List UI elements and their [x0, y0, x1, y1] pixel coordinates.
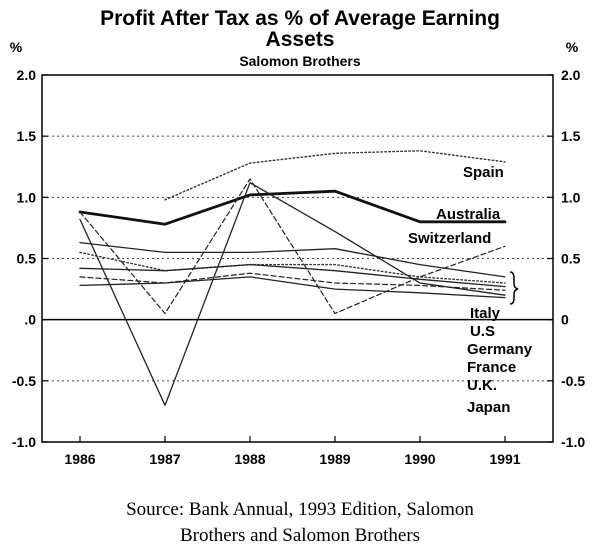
x-tick-label: 1990: [404, 451, 435, 467]
series-lines: [78, 150, 507, 406]
y-tick-label-left: -1.0: [12, 434, 36, 450]
series-line-u-k: [79, 272, 506, 291]
source-line-1: Source: Bank Annual, 1993 Edition, Salom…: [126, 499, 474, 520]
x-tick-label: 1986: [64, 451, 95, 467]
series-line-spain: [164, 150, 506, 201]
y-tick-label-right: -1.0: [561, 434, 585, 450]
series-line-australia: [78, 189, 507, 226]
y-axis-unit-left: %: [10, 39, 23, 55]
y-tick-label-left: 0.5: [17, 251, 37, 267]
chart-title-line-2: Assets: [266, 28, 335, 51]
y-tick-label-left: 2.0: [17, 67, 37, 83]
series-label-u-s: U.S: [470, 323, 495, 340]
series-label-japan: Japan: [467, 399, 510, 416]
series-label-u-k: U.K.: [467, 377, 497, 394]
gridlines: [42, 135, 553, 382]
y-tick-label-right: 1.5: [561, 128, 581, 144]
source-note: Source: Bank Annual, 1993 Edition, Salom…: [126, 499, 474, 546]
y-axis-ticks-left: 2.0 1.5 1.0 0.5 .0 -0.5 -1.0: [12, 67, 48, 450]
y-tick-label-left: -0.5: [12, 373, 36, 389]
series-line-switzerland: [79, 178, 506, 315]
chart-title-line-1: Profit After Tax as % of Average Earning: [100, 7, 500, 30]
series-line-u-s: [79, 241, 506, 278]
y-tick-label-right: 0.5: [561, 251, 581, 267]
y-tick-label-left: 1.5: [17, 128, 37, 144]
chart-subtitle: Salomon Brothers: [239, 53, 361, 69]
series-label-france: France: [467, 359, 516, 376]
plot-frame: [41, 74, 554, 443]
series-label-italy: Italy: [470, 305, 501, 322]
y-tick-label-right: -0.5: [561, 373, 585, 389]
x-tick-label: 1988: [234, 451, 265, 467]
y-tick-label-right: 0: [561, 312, 569, 328]
y-tick-label-left: .0: [24, 312, 36, 328]
series-labels: Spain Australia Switzerland ItalyU.SGermany…: [408, 164, 533, 416]
series-label-australia: Australia: [436, 206, 501, 223]
y-tick-label-right: 1.0: [561, 189, 581, 205]
x-tick-label: 1991: [489, 451, 520, 467]
x-tick-label: 1987: [149, 451, 180, 467]
x-axis-ticks: 1986 1987 1988 1989 1990 1991: [64, 436, 521, 467]
series-line-italy: [79, 182, 506, 406]
series-line-france: [79, 263, 506, 288]
series-label-switzerland: Switzerland: [408, 230, 491, 247]
series-label-spain: Spain: [463, 164, 504, 181]
x-tick-label: 1989: [319, 451, 350, 467]
source-line-2: Brothers and Salomon Brothers: [180, 525, 420, 546]
chart-title: Profit After Tax as % of Average Earning…: [100, 7, 500, 51]
y-axis-unit-right: %: [566, 39, 579, 55]
series-line-japan: [79, 276, 506, 299]
y-tick-label-left: 1.0: [17, 189, 37, 205]
series-label-germany: Germany: [467, 341, 533, 358]
y-tick-label-right: 2.0: [561, 67, 581, 83]
group-bracket: [509, 271, 519, 305]
series-line-germany: [79, 251, 506, 284]
